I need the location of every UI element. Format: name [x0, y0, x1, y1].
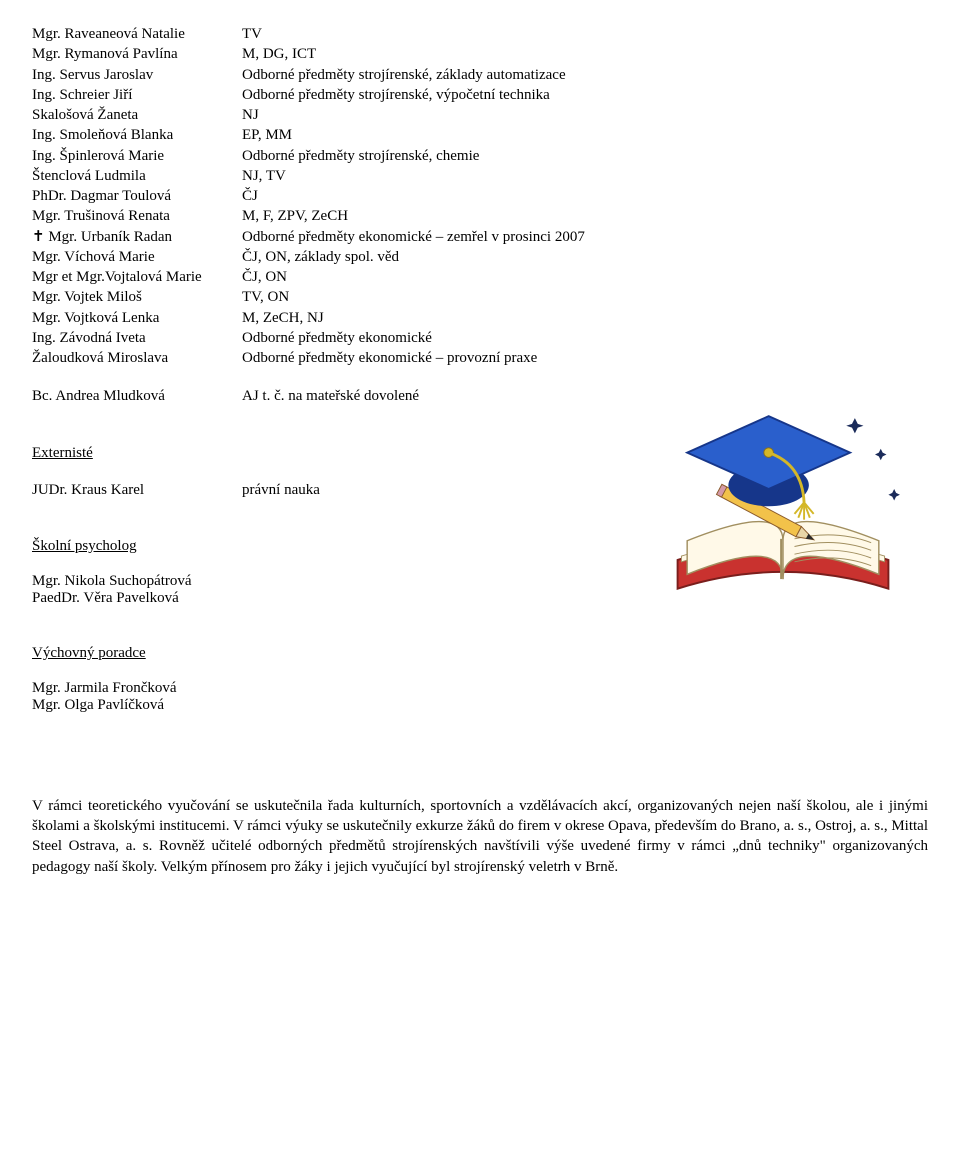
- teacher-subject: TV: [242, 24, 928, 44]
- teacher-row: Ing. Závodná IvetaOdborné předměty ekono…: [32, 328, 928, 348]
- teacher-name: Ing. Závodná Iveta: [32, 328, 242, 348]
- teacher-name: Mgr. Rymanová Pavlína: [32, 44, 242, 64]
- teacher-row: Skalošová ŽanetaNJ: [32, 105, 928, 125]
- teacher-name: Ing. Smoleňová Blanka: [32, 125, 242, 145]
- teacher-subject: ČJ, ON, základy spol. věd: [242, 247, 928, 267]
- teacher-name: Štenclová Ludmila: [32, 166, 242, 186]
- teacher-row: Ing. Špinlerová MarieOdborné předměty st…: [32, 146, 928, 166]
- teacher-name: Mgr et Mgr.Vojtalová Marie: [32, 267, 242, 287]
- teacher-name: Ing. Schreier Jiří: [32, 85, 242, 105]
- teacher-subject: M, ZeCH, NJ: [242, 308, 928, 328]
- teacher-subject: Odborné předměty strojírenské, chemie: [242, 146, 928, 166]
- maternity-name: Bc. Andrea Mludková: [32, 386, 242, 406]
- teacher-row: Ing. Servus JaroslavOdborné předměty str…: [32, 65, 928, 85]
- body-paragraph: V rámci teoretického vyučování se uskute…: [32, 796, 928, 877]
- teacher-name: Skalošová Žaneta: [32, 105, 242, 125]
- teacher-name: Ing. Servus Jaroslav: [32, 65, 242, 85]
- externist-name: JUDr. Kraus Karel: [32, 480, 242, 500]
- teacher-name: Ing. Špinlerová Marie: [32, 146, 242, 166]
- teacher-name: PhDr. Dagmar Toulová: [32, 186, 242, 206]
- book-cap-illustration: [658, 397, 908, 627]
- teacher-subject: M, DG, ICT: [242, 44, 928, 64]
- teacher-subject: Odborné předměty ekonomické – zemřel v p…: [242, 227, 928, 247]
- teacher-name: Mgr. Vojtková Lenka: [32, 308, 242, 328]
- teacher-row: Žaloudková MiroslavaOdborné předměty eko…: [32, 348, 928, 368]
- teacher-row: Mgr. Vojtek MilošTV, ON: [32, 287, 928, 307]
- teacher-row: ✝ Mgr. Urbaník RadanOdborné předměty eko…: [32, 227, 928, 247]
- poradce-name: Mgr. Jarmila Frončková: [32, 680, 928, 697]
- teacher-subject: M, F, ZPV, ZeCH: [242, 206, 928, 226]
- teacher-row: Mgr. Trušinová RenataM, F, ZPV, ZeCH: [32, 206, 928, 226]
- teacher-subject: Odborné předměty ekonomické: [242, 328, 928, 348]
- teacher-row: Mgr. Vojtková LenkaM, ZeCH, NJ: [32, 308, 928, 328]
- teacher-row: Štenclová LudmilaNJ, TV: [32, 166, 928, 186]
- teacher-name: Mgr. Vojtek Miloš: [32, 287, 242, 307]
- teacher-subject: NJ: [242, 105, 928, 125]
- teacher-name: Žaloudková Miroslava: [32, 348, 242, 368]
- teacher-subject: Odborné předměty strojírenské, základy a…: [242, 65, 928, 85]
- teacher-row: Ing. Smoleňová BlankaEP, MM: [32, 125, 928, 145]
- teacher-name: Mgr. Raveaneová Natalie: [32, 24, 242, 44]
- teacher-name: Mgr. Trušinová Renata: [32, 206, 242, 226]
- teacher-row: Mgr et Mgr.Vojtalová MarieČJ, ON: [32, 267, 928, 287]
- teacher-name: Mgr. Víchová Marie: [32, 247, 242, 267]
- teacher-name: ✝ Mgr. Urbaník Radan: [32, 227, 242, 247]
- teacher-subject: ČJ, ON: [242, 267, 928, 287]
- teacher-subject: Odborné předměty strojírenské, výpočetní…: [242, 85, 928, 105]
- teacher-row: Mgr. Raveaneová NatalieTV: [32, 24, 928, 44]
- teacher-subject: Odborné předměty ekonomické – provozní p…: [242, 348, 928, 368]
- poradce-heading: Výchovný poradce: [32, 645, 928, 662]
- poradce-name: Mgr. Olga Pavlíčková: [32, 697, 928, 714]
- teacher-row: PhDr. Dagmar ToulováČJ: [32, 186, 928, 206]
- teacher-subject: ČJ: [242, 186, 928, 206]
- teacher-subject: EP, MM: [242, 125, 928, 145]
- teacher-subject: TV, ON: [242, 287, 928, 307]
- teacher-list: Mgr. Raveaneová NatalieTV Mgr. Rymanová …: [32, 24, 928, 368]
- teacher-row: Ing. Schreier JiříOdborné předměty stroj…: [32, 85, 928, 105]
- teacher-subject: NJ, TV: [242, 166, 928, 186]
- teacher-row: Mgr. Víchová MarieČJ, ON, základy spol. …: [32, 247, 928, 267]
- teacher-row: Mgr. Rymanová PavlínaM, DG, ICT: [32, 44, 928, 64]
